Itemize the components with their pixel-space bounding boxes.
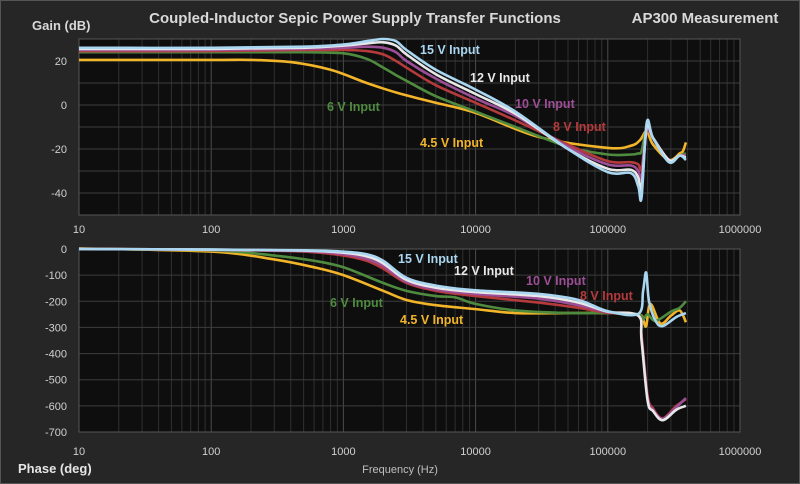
plot-frame <box>78 248 741 433</box>
x-tick-label: 1000000 <box>719 446 762 458</box>
chart-title: Coupled-Inductor Sepic Power Supply Tran… <box>149 10 561 27</box>
series-label: 12 V Input <box>454 264 515 278</box>
y-tick-label: -600 <box>45 401 67 413</box>
series-line-15-v-input <box>79 37 687 203</box>
y-tick-label: 0 <box>61 100 67 112</box>
series-label: 10 V Input <box>526 274 587 288</box>
y-tick-label: -500 <box>45 375 67 387</box>
series-label: 8 V Input <box>553 120 607 134</box>
y-tick-label: -700 <box>45 427 67 439</box>
series-line-4-5-v-input <box>79 247 688 328</box>
x-tick-label: 10000 <box>460 446 491 458</box>
y-tick-label: -400 <box>45 349 67 361</box>
x-tick-label: 100000 <box>589 446 626 458</box>
y-tick-label: 20 <box>55 56 67 68</box>
series-group <box>79 247 688 422</box>
series-label: 12 V Input <box>470 71 531 85</box>
frequency-axis-label: Frequency (Hz) <box>362 464 438 476</box>
x-tick-label: 100 <box>202 224 220 236</box>
series-line-6-v-input <box>79 247 687 323</box>
series-line-15-v-input <box>79 247 687 328</box>
y-tick-label: -20 <box>51 144 67 156</box>
series-label: 6 V Input <box>327 100 381 114</box>
x-tick-label: 10000 <box>460 224 491 236</box>
x-tick-label: 100000 <box>589 224 626 236</box>
y-tick-label: -40 <box>51 188 67 200</box>
plot-frame <box>78 38 741 216</box>
series-label: 4.5 V Input <box>400 313 464 327</box>
x-tick-label: 10 <box>73 446 85 458</box>
x-tick-label: 100 <box>202 446 220 458</box>
y-tick-label: -200 <box>45 296 67 308</box>
series-group <box>79 37 688 203</box>
y-tick-label: 0 <box>61 244 67 256</box>
gain-plot: 10 100 1000 10000 100000 1000000 20 0 -20 -40 15 V… <box>51 37 762 236</box>
series-label: 4.5 V Input <box>420 136 484 150</box>
series-label: 8 V Input <box>580 289 634 303</box>
gain-axis-label: Gain (dB) <box>32 18 91 33</box>
y-tick-label: -300 <box>45 322 67 334</box>
chart-subtitle: AP300 Measurement <box>632 10 779 27</box>
series-label: 10 V Input <box>515 97 576 111</box>
x-tick-label: 1000 <box>331 224 355 236</box>
phase-axis-label: Phase (deg) <box>18 461 92 476</box>
series-label: 6 V Input <box>330 296 384 310</box>
x-tick-label: 1000 <box>331 446 355 458</box>
x-tick-label: 10 <box>73 224 85 236</box>
x-tick-label: 1000000 <box>719 224 762 236</box>
series-label: 15 V Input <box>420 43 481 57</box>
series-label: 15 V Input <box>398 252 459 266</box>
phase-plot: 10 100 1000 10000 100000 1000000 0 -100 -200 -300… <box>45 244 761 458</box>
y-tick-label: -100 <box>45 270 67 282</box>
